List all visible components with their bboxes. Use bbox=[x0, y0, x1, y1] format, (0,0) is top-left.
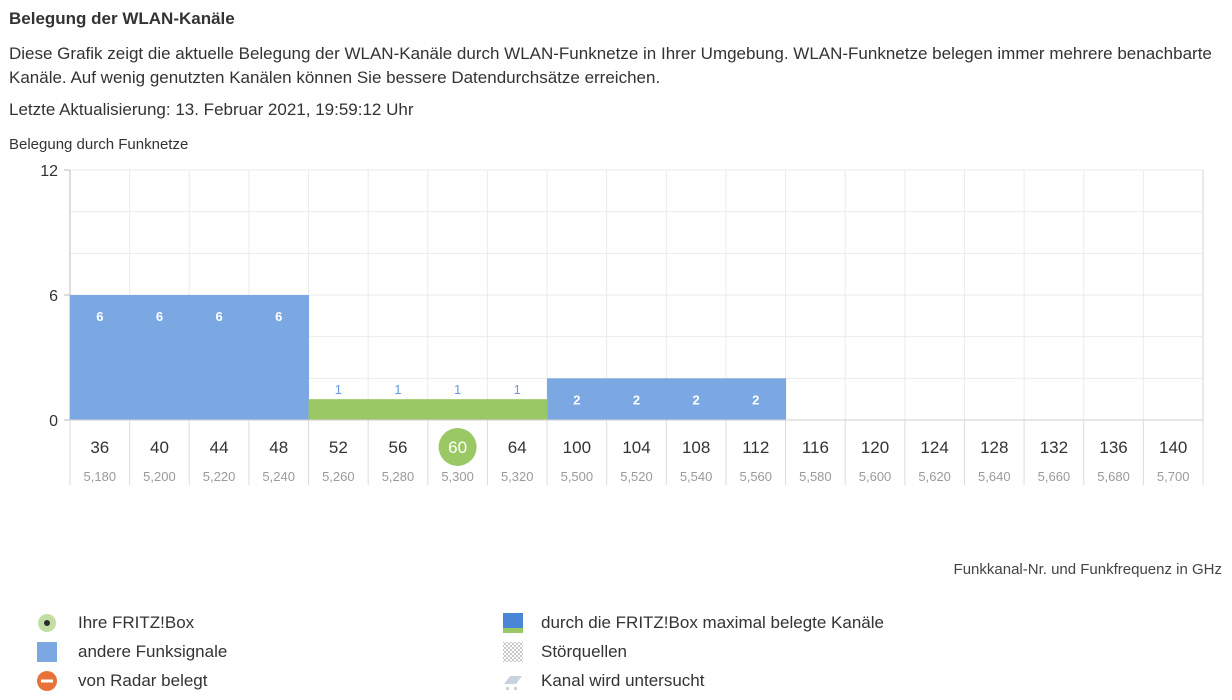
x-tick-channel: 104 bbox=[622, 438, 650, 457]
last-update-text: Letzte Aktualisierung: 13. Februar 2021,… bbox=[9, 100, 414, 119]
legend-item-channel-scan: Kanal wird untersucht bbox=[500, 666, 884, 695]
fritzbox-dot-icon bbox=[34, 612, 60, 634]
bar-fritzbox bbox=[368, 399, 429, 420]
page-description: Diese Grafik zeigt die aktuelle Belegung… bbox=[9, 44, 1212, 87]
x-tick-channel: 128 bbox=[980, 438, 1008, 457]
x-tick-channel: 36 bbox=[90, 438, 109, 457]
x-tick-channel: 40 bbox=[150, 438, 169, 457]
bar-data-label: 1 bbox=[335, 382, 342, 397]
bar-data-label: 1 bbox=[454, 382, 461, 397]
x-tick-frequency: 5,300 bbox=[441, 469, 474, 484]
channel-scan-icon bbox=[500, 670, 526, 692]
legend-label: Ihre FRITZ!Box bbox=[78, 612, 195, 632]
bar-fritzbox bbox=[427, 399, 488, 420]
legend-left: Ihre FRITZ!Box andere Funksignale von Ra… bbox=[34, 608, 227, 695]
x-tick-frequency: 5,600 bbox=[859, 469, 892, 484]
x-tick-channel: 120 bbox=[861, 438, 889, 457]
legend-right: durch die FRITZ!Box maximal belegte Kanä… bbox=[500, 608, 884, 695]
x-tick-channel: 56 bbox=[389, 438, 408, 457]
bar-other-signals bbox=[666, 378, 727, 420]
fritzbox-channel-marker bbox=[438, 428, 477, 466]
bar-data-label: 6 bbox=[215, 309, 222, 324]
page-title: Belegung der WLAN-Kanäle bbox=[9, 9, 235, 28]
radar-minus-icon bbox=[34, 670, 60, 692]
legend-label: andere Funksignale bbox=[78, 641, 228, 661]
y-axis-label: Belegung durch Funknetze bbox=[9, 136, 189, 153]
x-tick-frequency: 5,280 bbox=[382, 469, 415, 484]
bar-data-label: 2 bbox=[693, 392, 700, 407]
bar-other-signals bbox=[129, 295, 190, 420]
bar-fritzbox bbox=[308, 399, 369, 420]
x-tick-frequency: 5,200 bbox=[143, 469, 176, 484]
bar-data-label: 6 bbox=[156, 309, 163, 324]
x-tick-channel: 52 bbox=[329, 438, 348, 457]
y-tick-label: 12 bbox=[40, 163, 58, 180]
legend-label: Störquellen bbox=[541, 641, 628, 661]
legend-item-other-signals: andere Funksignale bbox=[34, 637, 227, 666]
legend-label: Kanal wird untersucht bbox=[541, 670, 705, 690]
bar-other-signals bbox=[189, 295, 250, 420]
x-tick-channel: 44 bbox=[210, 438, 229, 457]
x-tick-frequency: 5,700 bbox=[1157, 469, 1190, 484]
bar-other-signals bbox=[606, 378, 667, 420]
x-tick-frequency: 5,680 bbox=[1097, 469, 1130, 484]
bar-data-label: 1 bbox=[394, 382, 401, 397]
x-tick-frequency: 5,580 bbox=[799, 469, 832, 484]
bar-other-signals bbox=[725, 378, 787, 420]
x-tick-channel: 124 bbox=[920, 438, 948, 457]
legend-item-max-channels: durch die FRITZ!Box maximal belegte Kanä… bbox=[500, 608, 884, 637]
x-tick-channel: 112 bbox=[742, 438, 769, 457]
x-tick-channel: 140 bbox=[1159, 438, 1187, 457]
legend-item-interference: Störquellen bbox=[500, 637, 884, 666]
x-tick-frequency: 5,620 bbox=[918, 469, 951, 484]
blue-square-icon bbox=[34, 641, 60, 663]
bar-other-signals bbox=[70, 295, 131, 420]
bar-other-signals bbox=[547, 378, 608, 420]
interference-pattern-icon bbox=[500, 641, 526, 663]
legend-label: durch die FRITZ!Box maximal belegte Kanä… bbox=[541, 612, 884, 632]
bar-other-signals bbox=[248, 295, 310, 420]
x-tick-frequency: 5,560 bbox=[739, 469, 772, 484]
x-tick-channel: 108 bbox=[682, 438, 710, 457]
x-tick-frequency: 5,180 bbox=[84, 469, 117, 484]
y-tick-label: 6 bbox=[49, 288, 58, 305]
x-tick-channel: 136 bbox=[1099, 438, 1127, 457]
legend-item-radar: von Radar belegt bbox=[34, 666, 227, 695]
x-tick-frequency: 5,320 bbox=[501, 469, 534, 484]
x-tick-channel: 116 bbox=[802, 438, 829, 457]
x-tick-channel: 64 bbox=[508, 438, 527, 457]
bar-fritzbox bbox=[487, 399, 548, 420]
x-tick-frequency: 5,220 bbox=[203, 469, 236, 484]
x-tick-frequency: 5,260 bbox=[322, 469, 355, 484]
bar-data-label: 1 bbox=[514, 382, 521, 397]
bar-data-label: 2 bbox=[573, 392, 580, 407]
legend-label: von Radar belegt bbox=[78, 670, 208, 690]
x-tick-channel: 132 bbox=[1040, 438, 1068, 457]
bar-data-label: 2 bbox=[752, 392, 759, 407]
x-tick-channel: 60 bbox=[448, 438, 467, 457]
x-axis-caption: Funkkanal-Nr. und Funkfrequenz in GHz bbox=[953, 561, 1222, 578]
x-tick-channel: 100 bbox=[563, 438, 591, 457]
bar-data-label: 6 bbox=[275, 309, 282, 324]
x-tick-frequency: 5,240 bbox=[262, 469, 295, 484]
x-tick-frequency: 5,640 bbox=[978, 469, 1011, 484]
y-tick-label: 0 bbox=[49, 413, 58, 430]
x-tick-frequency: 5,540 bbox=[680, 469, 713, 484]
x-tick-frequency: 5,500 bbox=[561, 469, 594, 484]
x-tick-frequency: 5,660 bbox=[1038, 469, 1071, 484]
bar-data-label: 2 bbox=[633, 392, 640, 407]
x-tick-frequency: 5,520 bbox=[620, 469, 653, 484]
max-channels-icon bbox=[500, 612, 526, 634]
x-tick-channel: 48 bbox=[269, 438, 288, 457]
legend-item-fritzbox: Ihre FRITZ!Box bbox=[34, 608, 227, 637]
bar-data-label: 6 bbox=[96, 309, 103, 324]
